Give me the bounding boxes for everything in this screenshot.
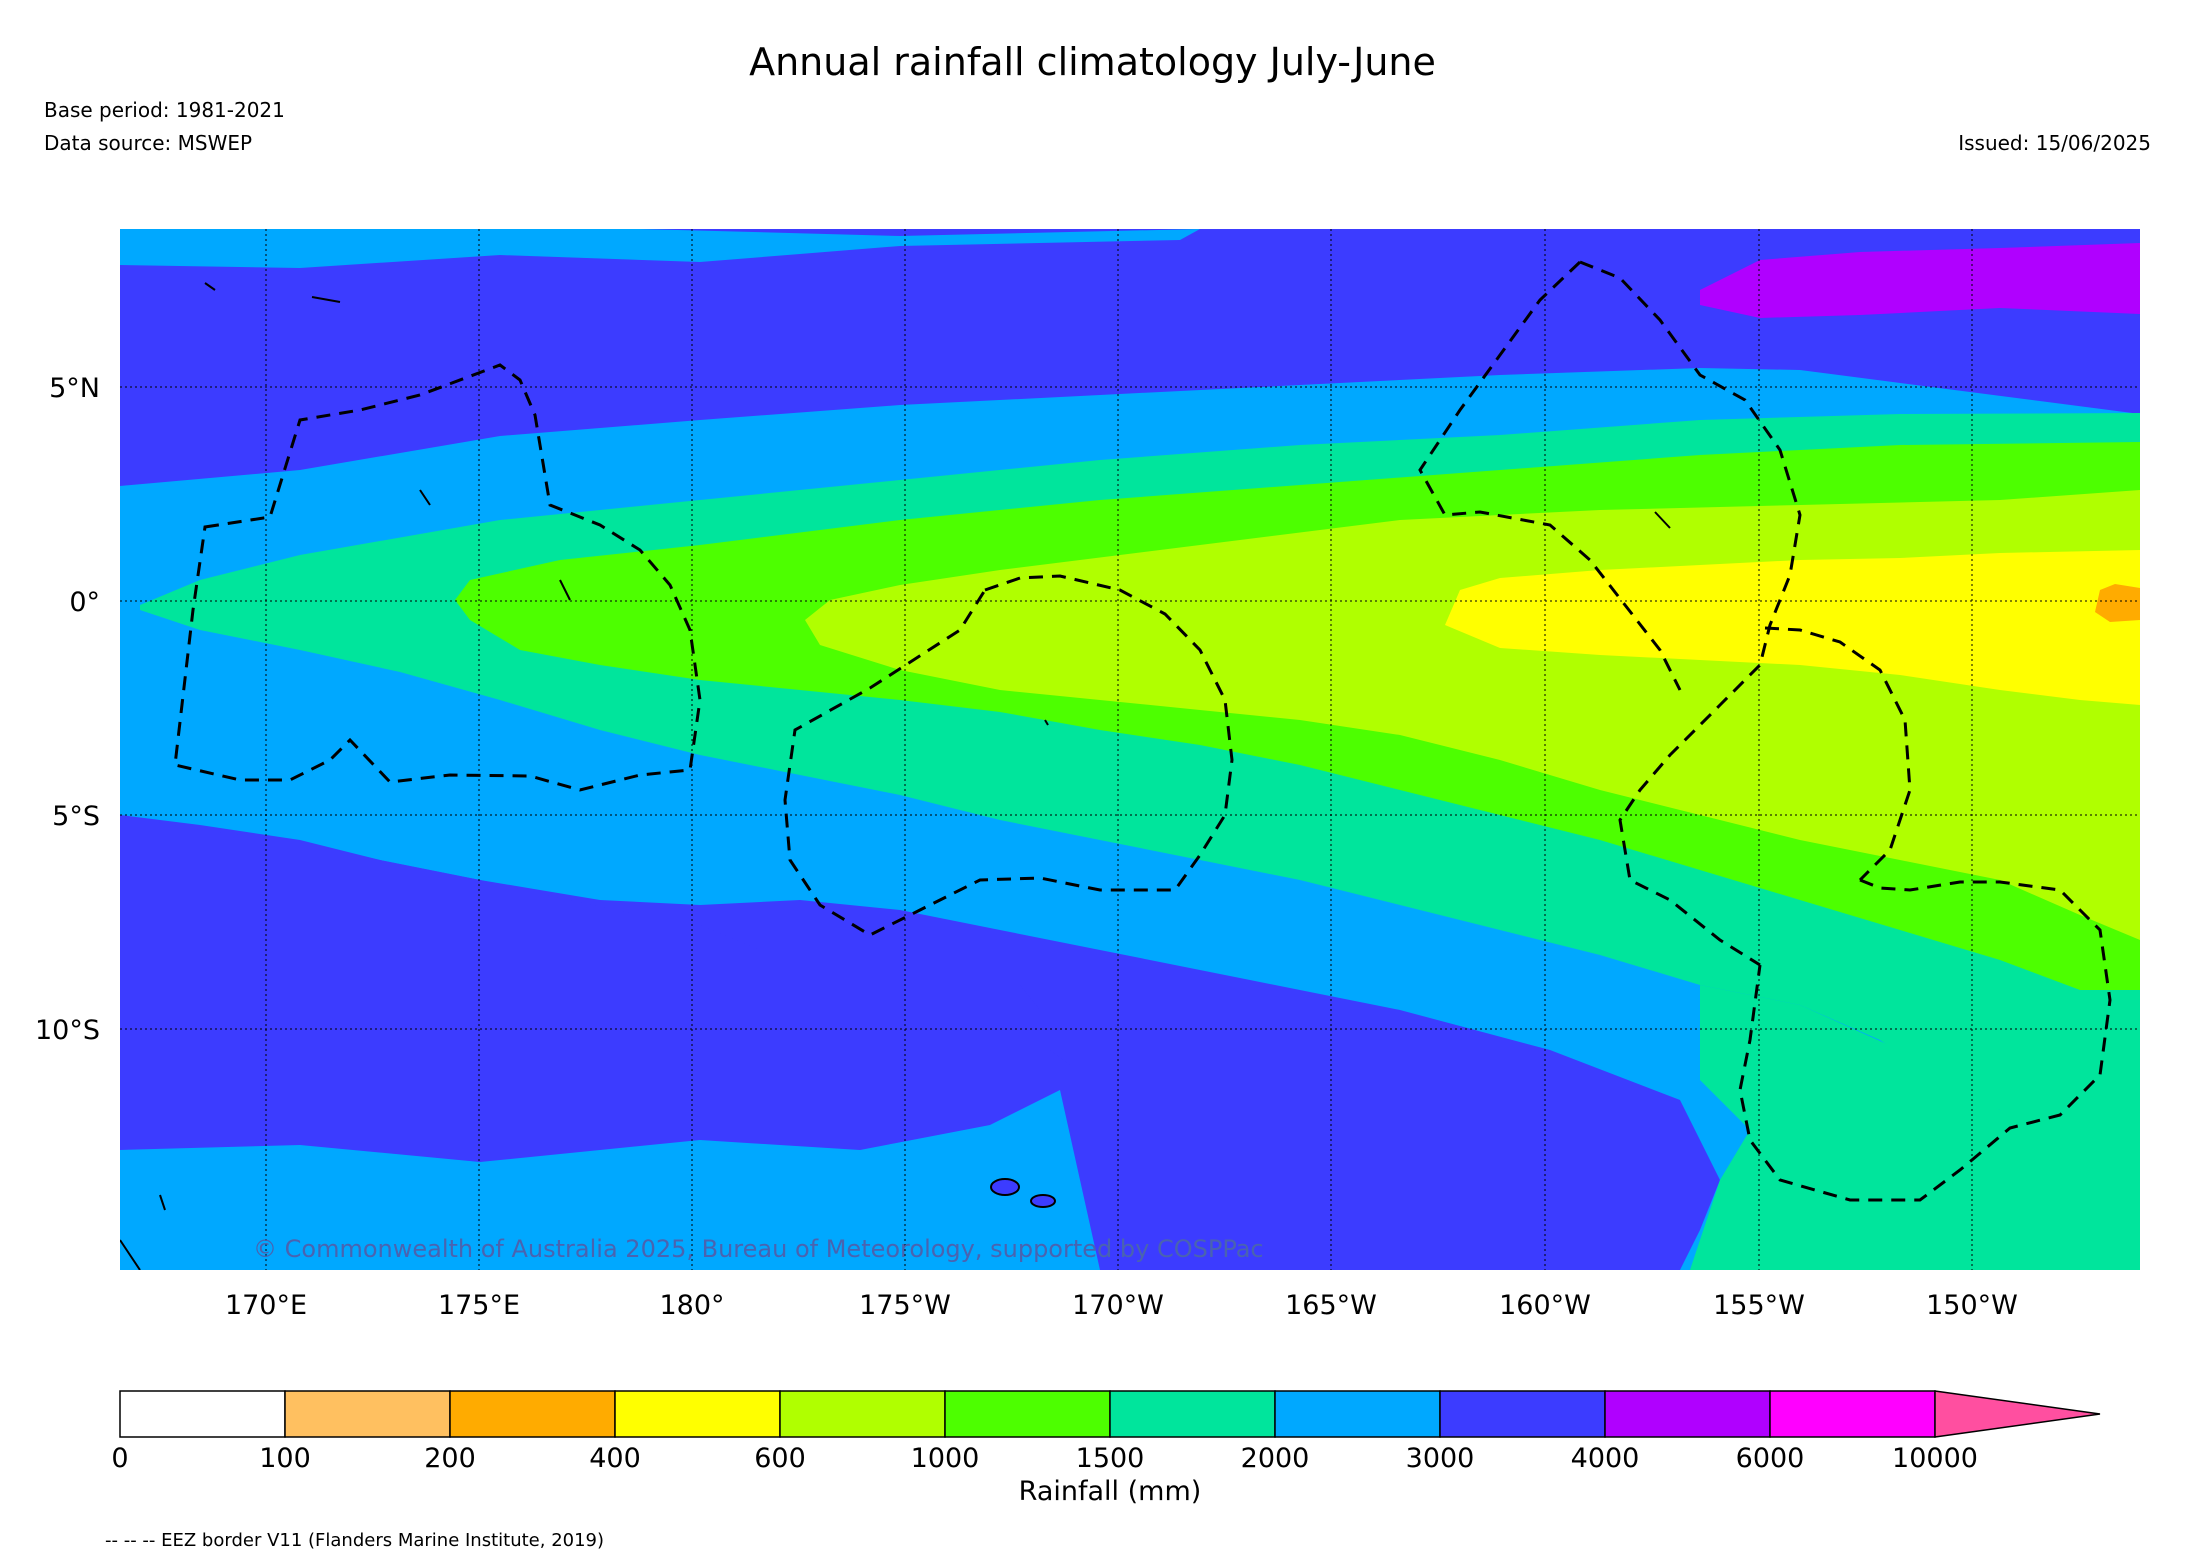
band-2000-3000 [120,229,1200,268]
latitude-labels: 5°N 0° 5°S 10°S [35,373,100,1046]
colorbar-segment-1000 [944,1390,1111,1438]
colorbar-segment-400 [614,1390,781,1438]
colorbar-tick-1500: 1500 [1076,1443,1145,1474]
eez-cook-south [1738,878,2112,1202]
colorbar-tick-100: 100 [259,1443,311,1474]
colorbar-segment-4000 [1604,1390,1771,1438]
colorbar-tick-0: 0 [111,1443,128,1474]
eez-kiribati-phoenix [1579,260,1802,967]
lat-label-0: 0° [69,587,100,618]
band-3000-4000-south [120,815,1070,1162]
colorbar-tick-200: 200 [424,1443,476,1474]
island-outlines [120,282,1671,1270]
lon-label-155w: 155°W [1713,1290,1805,1321]
eez-tokelau [783,574,1234,937]
issued-date-text: Issued: 15/06/2025 [1958,131,2151,155]
chart-title: Annual rainfall climatology July-June [749,40,1436,84]
gridlines [120,229,2140,1270]
colorbar-segment-600 [779,1390,946,1438]
lat-label-5n: 5°N [49,373,100,404]
colorbar-segment-3000 [1439,1390,1606,1438]
copyright-text: © Commonwealth of Australia 2025, Bureau… [253,1235,1264,1263]
lon-label-170e: 170°E [225,1290,307,1321]
band-400-600 [1445,550,2140,705]
colorbar-segment-1500 [1109,1390,1276,1438]
band-200-400 [2095,584,2140,622]
colorbar-tick-600: 600 [754,1443,806,1474]
eez-footnote: -- -- -- EEZ border V11 (Flanders Marine… [105,1530,605,1551]
lon-label-175w: 175°W [859,1290,951,1321]
colorbar-segment-6000 [1769,1390,1936,1438]
colorbar [119,1390,2101,1438]
eez-cook-north [1764,626,1912,882]
colorbar-extend-arrow [1934,1390,2101,1438]
colorbar-tick-1000: 1000 [911,1443,980,1474]
colorbar-segment-2000 [1274,1390,1441,1438]
eez-borders [173,260,2112,1202]
colorbar-segment-100 [284,1390,451,1438]
colorbar-label: Rainfall (mm) [1019,1476,1202,1507]
colorbar-tick-labels: 0 100 200 400 600 1000 1500 2000 3000 40… [111,1443,1978,1474]
band-1500-2000-se [1690,985,2140,1270]
colorbar-segment-0 [119,1390,286,1438]
eez-kiribati-gilbert [173,363,702,792]
lon-label-160w: 160°W [1499,1290,1591,1321]
colorbar-tick-3000: 3000 [1406,1443,1475,1474]
colorbar-tick-400: 400 [589,1443,641,1474]
colorbar-tick-4000: 4000 [1571,1443,1640,1474]
lon-label-180: 180° [659,1290,724,1321]
colorbar-tick-2000: 2000 [1241,1443,1310,1474]
rainfall-contours [120,229,2140,1270]
lon-label-170w: 170°W [1072,1290,1164,1321]
band-4000-6000 [1700,243,2140,318]
longitude-labels: 170°E 175°E 180° 175°W 170°W 165°W 160°W… [225,1290,2018,1321]
lon-label-165w: 165°W [1285,1290,1377,1321]
band-2000-3000-sw [120,1090,1100,1270]
colorbar-tick-10000: 10000 [1892,1443,1978,1474]
base-period-text: Base period: 1981-2021 [44,98,285,122]
lat-label-10s: 10°S [35,1015,100,1046]
eez-kiribati-line-link [1418,260,1682,691]
lon-label-150w: 150°W [1926,1290,2018,1321]
lat-label-5s: 5°S [52,801,100,832]
colorbar-segment-200 [449,1390,616,1438]
lon-label-175e: 175°E [438,1290,520,1321]
data-source-text: Data source: MSWEP [44,131,253,155]
colorbar-tick-6000: 6000 [1736,1443,1805,1474]
